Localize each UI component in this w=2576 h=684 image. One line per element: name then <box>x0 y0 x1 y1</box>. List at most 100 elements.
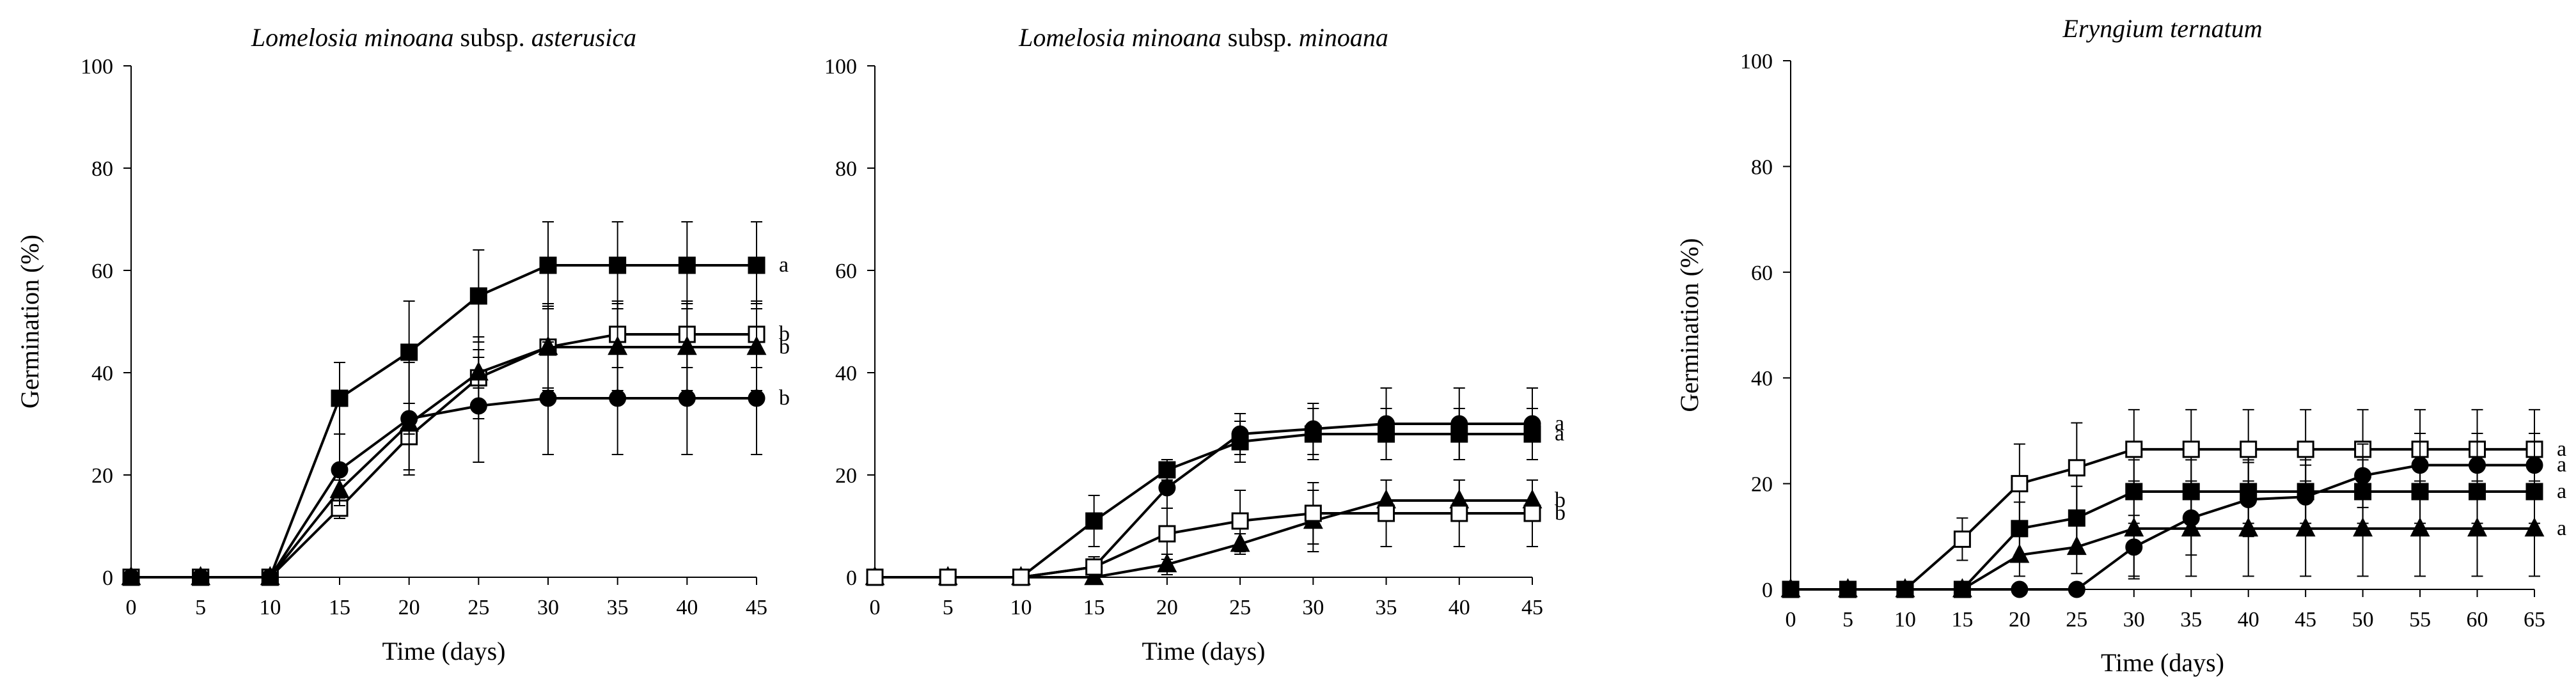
data-point <box>748 389 766 407</box>
data-point <box>1085 512 1103 530</box>
significance-letter: a <box>1555 422 1564 446</box>
data-point <box>609 389 627 407</box>
x-tick-label-45: 45 <box>2295 608 2316 632</box>
y-tick-label-80: 80 <box>1751 155 1773 179</box>
x-axis-title: Time (days) <box>382 637 506 665</box>
y-tick-label-100: 100 <box>81 55 113 79</box>
x-tick-label-10: 10 <box>259 596 281 619</box>
y-tick-label-80: 80 <box>835 157 857 181</box>
data-point <box>122 568 140 586</box>
x-tick-label-25: 25 <box>1229 596 1251 619</box>
y-tick-label-60: 60 <box>91 260 113 283</box>
significance-letter: b <box>779 322 790 346</box>
data-point <box>2297 440 2314 458</box>
data-point <box>678 256 696 274</box>
data-point <box>1450 425 1468 443</box>
data-point <box>2353 517 2373 537</box>
data-point <box>2009 543 2030 563</box>
data-point <box>678 389 696 407</box>
significance-letter: b <box>779 386 790 410</box>
data-point <box>1158 461 1176 479</box>
significance-letter: a <box>2557 453 2566 477</box>
chart-panel-eryngium: Eryngium ternatum 0 20 40 60 80 100 0 5 10 15 20 25 3… <box>1675 14 2566 677</box>
x-tick-label-15: 15 <box>1951 608 1973 632</box>
data-point <box>2467 517 2488 537</box>
x-tick-label-10: 10 <box>1894 608 1916 632</box>
x-tick-label-15: 15 <box>1083 596 1105 619</box>
chart-title-part: Lomelosia minoana <box>1018 23 1221 52</box>
significance-letter: b <box>1555 501 1566 525</box>
x-tick-label-5: 5 <box>943 596 954 619</box>
data-point <box>1157 553 1177 573</box>
data-point <box>1231 433 1249 451</box>
data-point <box>192 568 210 586</box>
data-point <box>2410 517 2430 537</box>
y-tick-label-20: 20 <box>1751 473 1773 497</box>
x-tick-label-20: 20 <box>2009 608 2030 632</box>
series-3-filled-triangle: a <box>1780 480 2566 598</box>
data-point <box>1378 425 1395 443</box>
significance-letter: a <box>2557 517 2566 540</box>
significance-letter: a <box>779 253 789 277</box>
x-tick-label-40: 40 <box>2238 608 2259 632</box>
data-point <box>609 256 627 274</box>
series-line <box>131 346 757 579</box>
chart-title: Lomelosia minoana subsp. asterusica <box>251 23 636 52</box>
x-tick-label-35: 35 <box>607 596 629 619</box>
data-point <box>1158 479 1176 497</box>
data-point <box>469 287 487 305</box>
data-point <box>1158 525 1176 543</box>
data-point <box>2068 509 2085 527</box>
data-point <box>261 568 279 586</box>
data-point <box>1837 578 1858 598</box>
data-point <box>1304 504 1322 522</box>
data-point <box>331 389 349 407</box>
data-point <box>2181 517 2201 537</box>
y-tick-label-40: 40 <box>835 362 857 385</box>
x-tick-label-0: 0 <box>126 596 137 619</box>
chart-panel-asterusica: Lomelosia minoana subsp. asterusica 0 20 40… <box>15 23 790 665</box>
y-axis-title: Germination (%) <box>1675 238 1704 412</box>
y-tick-label-40: 40 <box>91 362 113 385</box>
chart-title-part: minoana <box>1299 23 1388 52</box>
data-point <box>469 397 487 415</box>
chart-title-part: Eryngium ternatum <box>2062 14 2262 43</box>
data-point <box>1780 578 1801 598</box>
series-line <box>1791 527 2534 591</box>
data-point <box>2240 440 2258 458</box>
data-point <box>1895 578 1915 598</box>
series-0-open-square: a <box>1782 408 2566 598</box>
data-point <box>1231 512 1249 530</box>
x-tick-label-35: 35 <box>2180 608 2202 632</box>
y-tick-label-20: 20 <box>91 464 113 488</box>
y-tick-label-0: 0 <box>846 566 857 590</box>
x-tick-label-40: 40 <box>676 596 698 619</box>
series-line <box>1791 447 2534 591</box>
significance-letter: b <box>1555 488 1566 512</box>
y-tick-label-80: 80 <box>91 157 113 181</box>
y-tick-label-100: 100 <box>824 55 857 79</box>
x-tick-label-45: 45 <box>1521 596 1543 619</box>
y-tick-label-60: 60 <box>1751 261 1773 285</box>
series-line <box>131 333 757 579</box>
data-point <box>2011 475 2029 493</box>
x-tick-label-0: 0 <box>1786 608 1796 632</box>
data-point <box>539 256 557 274</box>
y-tick-label-20: 20 <box>835 464 857 488</box>
series-line <box>131 264 757 579</box>
series-3-open-square: b <box>866 479 1566 586</box>
chart-title: Eryngium ternatum <box>2062 14 2262 43</box>
y-tick-label-0: 0 <box>102 566 113 590</box>
data-point <box>1450 504 1468 522</box>
x-tick-label-65: 65 <box>2524 608 2545 632</box>
series-line <box>1791 490 2534 591</box>
significance-letter: a <box>1555 412 1564 435</box>
x-tick-label-30: 30 <box>2123 608 2145 632</box>
data-point <box>2068 580 2085 598</box>
series-3-filled-circle: b <box>122 341 790 586</box>
chart-title-part: asterusica <box>531 23 636 52</box>
significance-letter: a <box>2557 437 2566 461</box>
x-tick-label-60: 60 <box>2467 608 2488 632</box>
x-tick-label-35: 35 <box>1376 596 1397 619</box>
